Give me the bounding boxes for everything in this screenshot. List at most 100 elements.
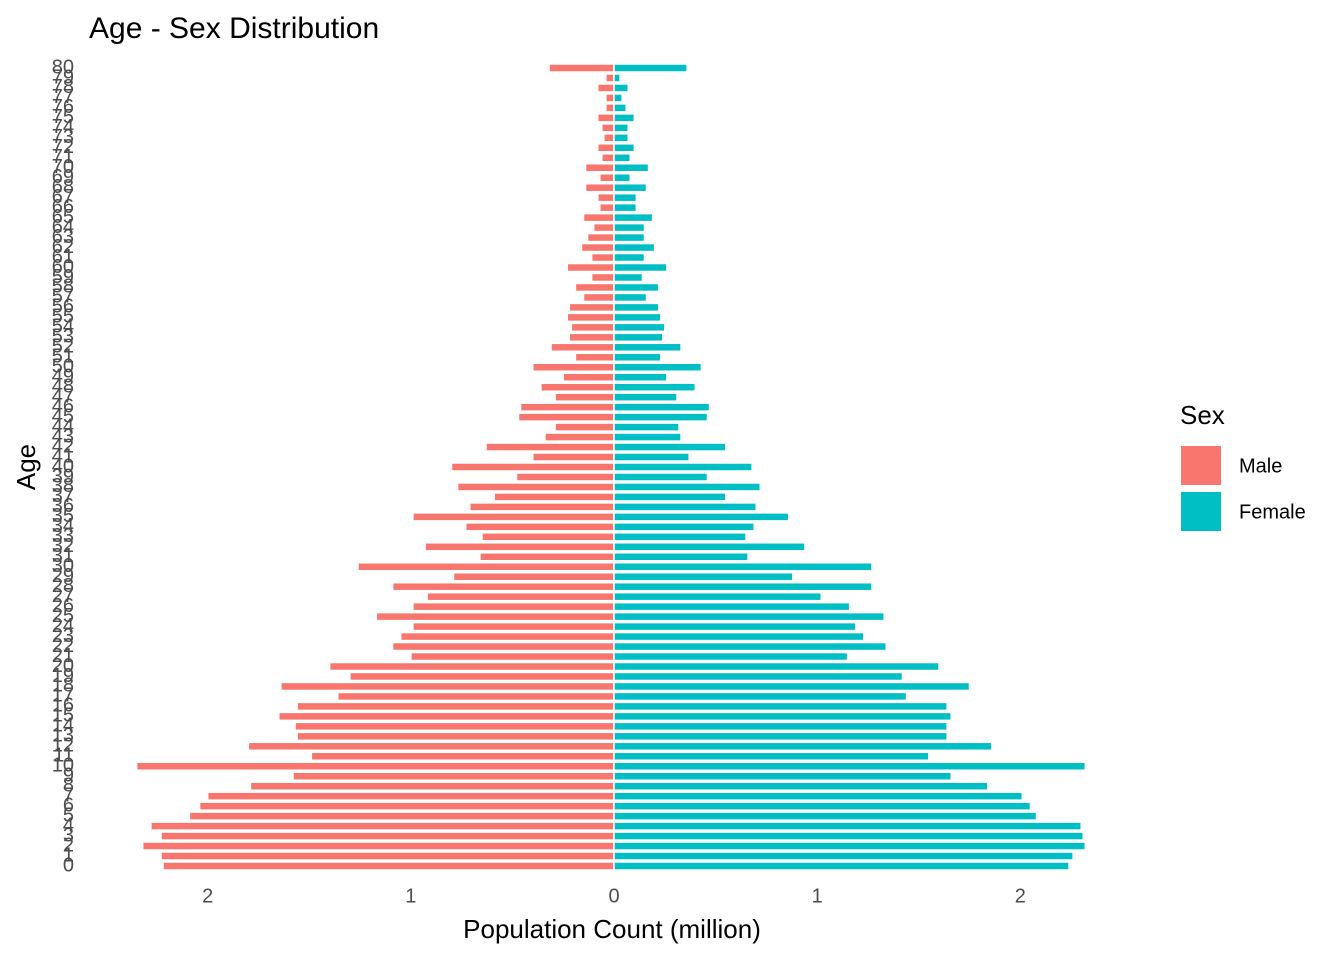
bar <box>613 721 948 732</box>
bar <box>456 482 615 492</box>
legend-swatch <box>1181 492 1221 531</box>
bar <box>613 761 1087 771</box>
y-tick-label: 48 <box>52 375 74 397</box>
bar <box>613 502 757 512</box>
y-tick-label: 3 <box>63 824 74 846</box>
y-tick-label: 46 <box>52 395 74 417</box>
bar <box>613 252 646 263</box>
y-tick-label: 11 <box>53 745 74 767</box>
bar <box>519 402 615 412</box>
bar <box>613 302 660 313</box>
bar <box>613 442 727 452</box>
bar <box>188 811 615 821</box>
bar <box>150 821 615 831</box>
bar <box>601 153 615 163</box>
y-tick-label: 40 <box>52 455 74 477</box>
y-tick-label: 37 <box>52 485 74 507</box>
y-tick-label: 28 <box>52 575 74 597</box>
bar <box>613 611 885 622</box>
bar <box>548 63 615 73</box>
y-tick-label: 24 <box>52 615 74 637</box>
y-tick-label: 52 <box>52 336 74 358</box>
y-tick-label: 31 <box>52 545 74 567</box>
bar <box>613 372 668 382</box>
bar <box>590 272 615 283</box>
bar <box>613 751 930 762</box>
bar <box>485 442 615 452</box>
y-tick-label: 33 <box>52 525 74 547</box>
bar <box>162 861 615 871</box>
y-tick-label: 22 <box>52 635 74 657</box>
y-tick-label: 42 <box>52 435 74 457</box>
bar <box>613 781 989 791</box>
chart-title: Age - Sex Distribution <box>89 12 379 45</box>
bar <box>613 272 644 283</box>
bar <box>613 562 873 572</box>
y-tick-label: 19 <box>52 665 74 687</box>
y-tick-label: 20 <box>52 655 74 677</box>
bar <box>280 681 615 692</box>
bar <box>613 222 646 233</box>
y-tick-label: 21 <box>52 645 74 667</box>
bar <box>613 262 668 273</box>
y-tick-label: 2 <box>63 834 74 856</box>
y-tick-label: 47 <box>52 385 74 407</box>
bar <box>517 412 615 422</box>
bar <box>590 252 615 263</box>
y-tick-label: 74 <box>52 116 74 138</box>
bar <box>613 581 873 592</box>
bar <box>562 372 615 382</box>
bar <box>566 262 615 273</box>
y-tick-label: 55 <box>52 306 74 328</box>
bar <box>582 212 615 223</box>
bar <box>613 691 908 702</box>
bar <box>613 172 632 183</box>
bar <box>596 143 615 153</box>
y-tick-label: 18 <box>52 675 74 697</box>
y-tick-label: 38 <box>52 475 74 497</box>
bar <box>613 681 971 692</box>
y-tick-label: 61 <box>52 246 74 268</box>
bar <box>613 143 636 153</box>
bar <box>613 571 794 582</box>
bar <box>464 522 615 532</box>
bar <box>568 332 615 343</box>
bar <box>613 771 952 781</box>
y-tick-label: 79 <box>52 66 74 88</box>
bar <box>592 222 615 233</box>
bar <box>249 781 615 791</box>
bar <box>613 532 747 542</box>
bar <box>554 422 615 432</box>
y-tick-label: 25 <box>52 605 74 627</box>
bar <box>328 661 615 672</box>
bar <box>613 212 654 223</box>
y-tick-label: 45 <box>52 405 74 427</box>
bar <box>412 621 615 632</box>
bar <box>613 552 749 562</box>
x-tick-label: 1 <box>405 885 416 907</box>
y-tick-label: 34 <box>52 515 74 537</box>
y-tick-label: 5 <box>63 804 74 826</box>
bar <box>296 701 615 712</box>
bar <box>596 192 615 203</box>
y-tick-label: 10 <box>52 755 74 777</box>
bar <box>613 63 688 73</box>
bar <box>613 182 648 193</box>
bar <box>613 103 627 113</box>
bar <box>613 841 1087 851</box>
bar <box>198 801 615 811</box>
x-axis-title: Population Count (million) <box>463 914 761 944</box>
y-tick-label: 57 <box>52 286 74 308</box>
bar <box>540 382 615 392</box>
bar <box>580 242 615 253</box>
y-tick-label: 78 <box>52 76 74 98</box>
bar <box>605 93 615 103</box>
bar <box>570 322 615 333</box>
bar <box>292 771 615 781</box>
bar <box>613 621 857 632</box>
legend-label: Female <box>1239 501 1306 523</box>
bar <box>613 522 755 532</box>
bar <box>554 392 615 402</box>
y-tick-label: 41 <box>52 445 74 467</box>
bar <box>613 412 709 422</box>
